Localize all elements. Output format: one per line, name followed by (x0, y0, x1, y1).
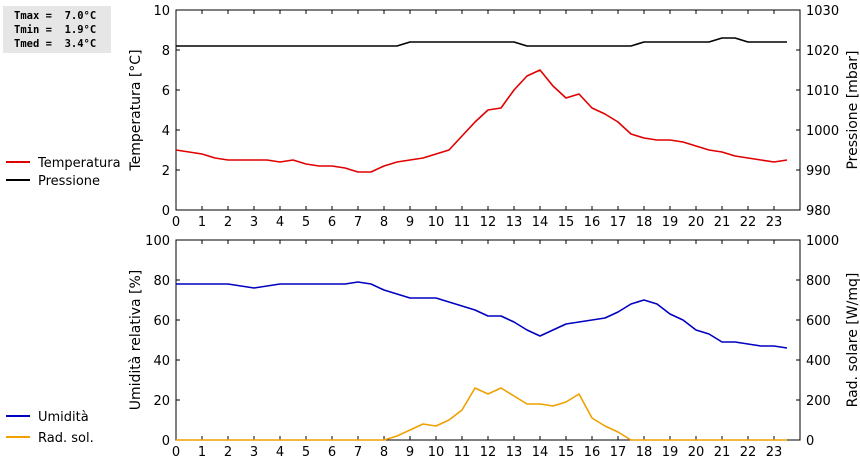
tmed-stat: Tmed = 3.4°C (14, 38, 97, 50)
top-y-right-tick-label: 1020 (806, 44, 839, 59)
bottom-x-tick-label: 17 (610, 445, 627, 460)
top-x-tick-label: 4 (276, 215, 284, 230)
tmax-stat: Tmax = 7.0°C (14, 10, 97, 22)
top-x-tick-label: 8 (380, 215, 388, 230)
top-y-left-tick-label: 8 (162, 44, 170, 59)
bottom-x-tick-label: 22 (740, 445, 757, 460)
bottom-x-tick-label: 4 (276, 445, 284, 460)
top-y-left-title: Temperatura [°C] (128, 49, 144, 171)
bottom-y-right-tick-label: 400 (806, 354, 831, 369)
bottom-x-tick-label: 23 (766, 445, 783, 460)
top-y-left-tick-label: 2 (162, 164, 170, 179)
bottom-x-tick-label: 0 (172, 445, 180, 460)
bottom-x-tick-label: 1 (198, 445, 206, 460)
bottom-y-left-title: Umidità relativa [%] (128, 270, 144, 411)
top-x-tick-label: 14 (532, 215, 549, 230)
top-x-tick-label: 19 (662, 215, 679, 230)
bottom-x-tick-label: 12 (480, 445, 497, 460)
bottom-y-right-tick-label: 1000 (806, 234, 839, 249)
top-series-1-line (176, 37, 787, 47)
top-y-right-tick-label: 1010 (806, 84, 839, 99)
bottom-x-tick-label: 18 (636, 445, 653, 460)
bottom-x-tick-label: 5 (302, 445, 310, 460)
bottom-x-tick-label: 19 (662, 445, 679, 460)
bottom-y-right-tick-label: 800 (806, 274, 831, 289)
bottom-plot-frame (175, 239, 801, 441)
bottom-x-tick-label: 9 (406, 445, 414, 460)
bottom-y-left-tick-label: 60 (153, 314, 170, 329)
top-x-tick-label: 5 (302, 215, 310, 230)
bottom-x-tick-label: 15 (558, 445, 575, 460)
top-x-tick-label: 16 (584, 215, 601, 230)
bottom-x-tick-label: 11 (454, 445, 471, 460)
tmin-stat: Tmin = 1.9°C (14, 24, 97, 36)
bottom-y-left-tick-label: 20 (153, 394, 170, 409)
top-series-0-line (175, 69, 788, 173)
bottom-x-tick-label: 6 (328, 445, 336, 460)
bottom-x-tick-label: 16 (584, 445, 601, 460)
bottom-y-left-tick-label: 40 (153, 354, 170, 369)
top-y-right-tick-label: 980 (806, 204, 831, 219)
bottom-series-0-line (176, 281, 788, 349)
top-y-left-tick-label: 6 (162, 84, 170, 99)
bottom-y-right-title: Rad. solare [W/mq] (845, 273, 860, 408)
top-y-left-tick-label: 4 (162, 124, 170, 139)
top-y-right-tick-label: 1030 (806, 4, 839, 19)
top-x-tick-label: 20 (688, 215, 705, 230)
bottom-x-tick-label: 21 (714, 445, 731, 460)
top-x-tick-label: 7 (354, 215, 362, 230)
top-x-tick-label: 9 (406, 215, 414, 230)
bottom-x-tick-label: 20 (688, 445, 705, 460)
top-x-tick-label: 23 (766, 215, 783, 230)
bottom-y-left-tick-label: 0 (162, 434, 170, 449)
top-x-tick-label: 18 (636, 215, 653, 230)
top-y-left-tick-label: 10 (153, 4, 170, 19)
top-x-tick-label: 6 (328, 215, 336, 230)
bottom-y-right-tick-label: 200 (806, 394, 831, 409)
top-x-tick-label: 3 (250, 215, 258, 230)
top-x-tick-label: 22 (740, 215, 757, 230)
bottom-series-1-line (176, 387, 787, 441)
top-x-tick-label: 10 (428, 215, 445, 230)
top-y-right-title: Pressione [mbar] (845, 50, 860, 169)
top-x-tick-label: 0 (172, 215, 180, 230)
top-x-tick-label: 12 (480, 215, 497, 230)
bottom-legend-label-1: Rad. sol. (38, 431, 94, 446)
bottom-x-tick-label: 8 (380, 445, 388, 460)
bottom-y-right-tick-label: 0 (806, 434, 814, 449)
bottom-x-tick-label: 2 (224, 445, 232, 460)
bottom-x-tick-label: 13 (506, 445, 523, 460)
top-x-tick-label: 11 (454, 215, 471, 230)
bottom-x-tick-label: 3 (250, 445, 258, 460)
bottom-y-right-tick-label: 600 (806, 314, 831, 329)
top-x-tick-label: 17 (610, 215, 627, 230)
top-x-tick-label: 13 (506, 215, 523, 230)
bottom-x-tick-label: 10 (428, 445, 445, 460)
bottom-legend-label-0: Umidità (38, 410, 89, 425)
top-x-tick-label: 15 (558, 215, 575, 230)
bottom-x-tick-label: 14 (532, 445, 549, 460)
bottom-x-tick-label: 7 (354, 445, 362, 460)
stats-box: Tmax = 7.0°C Tmin = 1.9°C Tmed = 3.4°C (3, 6, 111, 53)
top-legend-label-1: Pressione (38, 174, 100, 189)
bottom-y-left-tick-label: 80 (153, 274, 170, 289)
top-y-right-tick-label: 990 (806, 164, 831, 179)
top-legend-label-0: Temperatura (37, 156, 121, 171)
top-y-left-tick-label: 0 (162, 204, 170, 219)
top-x-tick-label: 2 (224, 215, 232, 230)
bottom-y-left-tick-label: 100 (145, 234, 170, 249)
top-y-right-tick-label: 1000 (806, 124, 839, 139)
top-x-tick-label: 21 (714, 215, 731, 230)
top-x-tick-label: 1 (198, 215, 206, 230)
